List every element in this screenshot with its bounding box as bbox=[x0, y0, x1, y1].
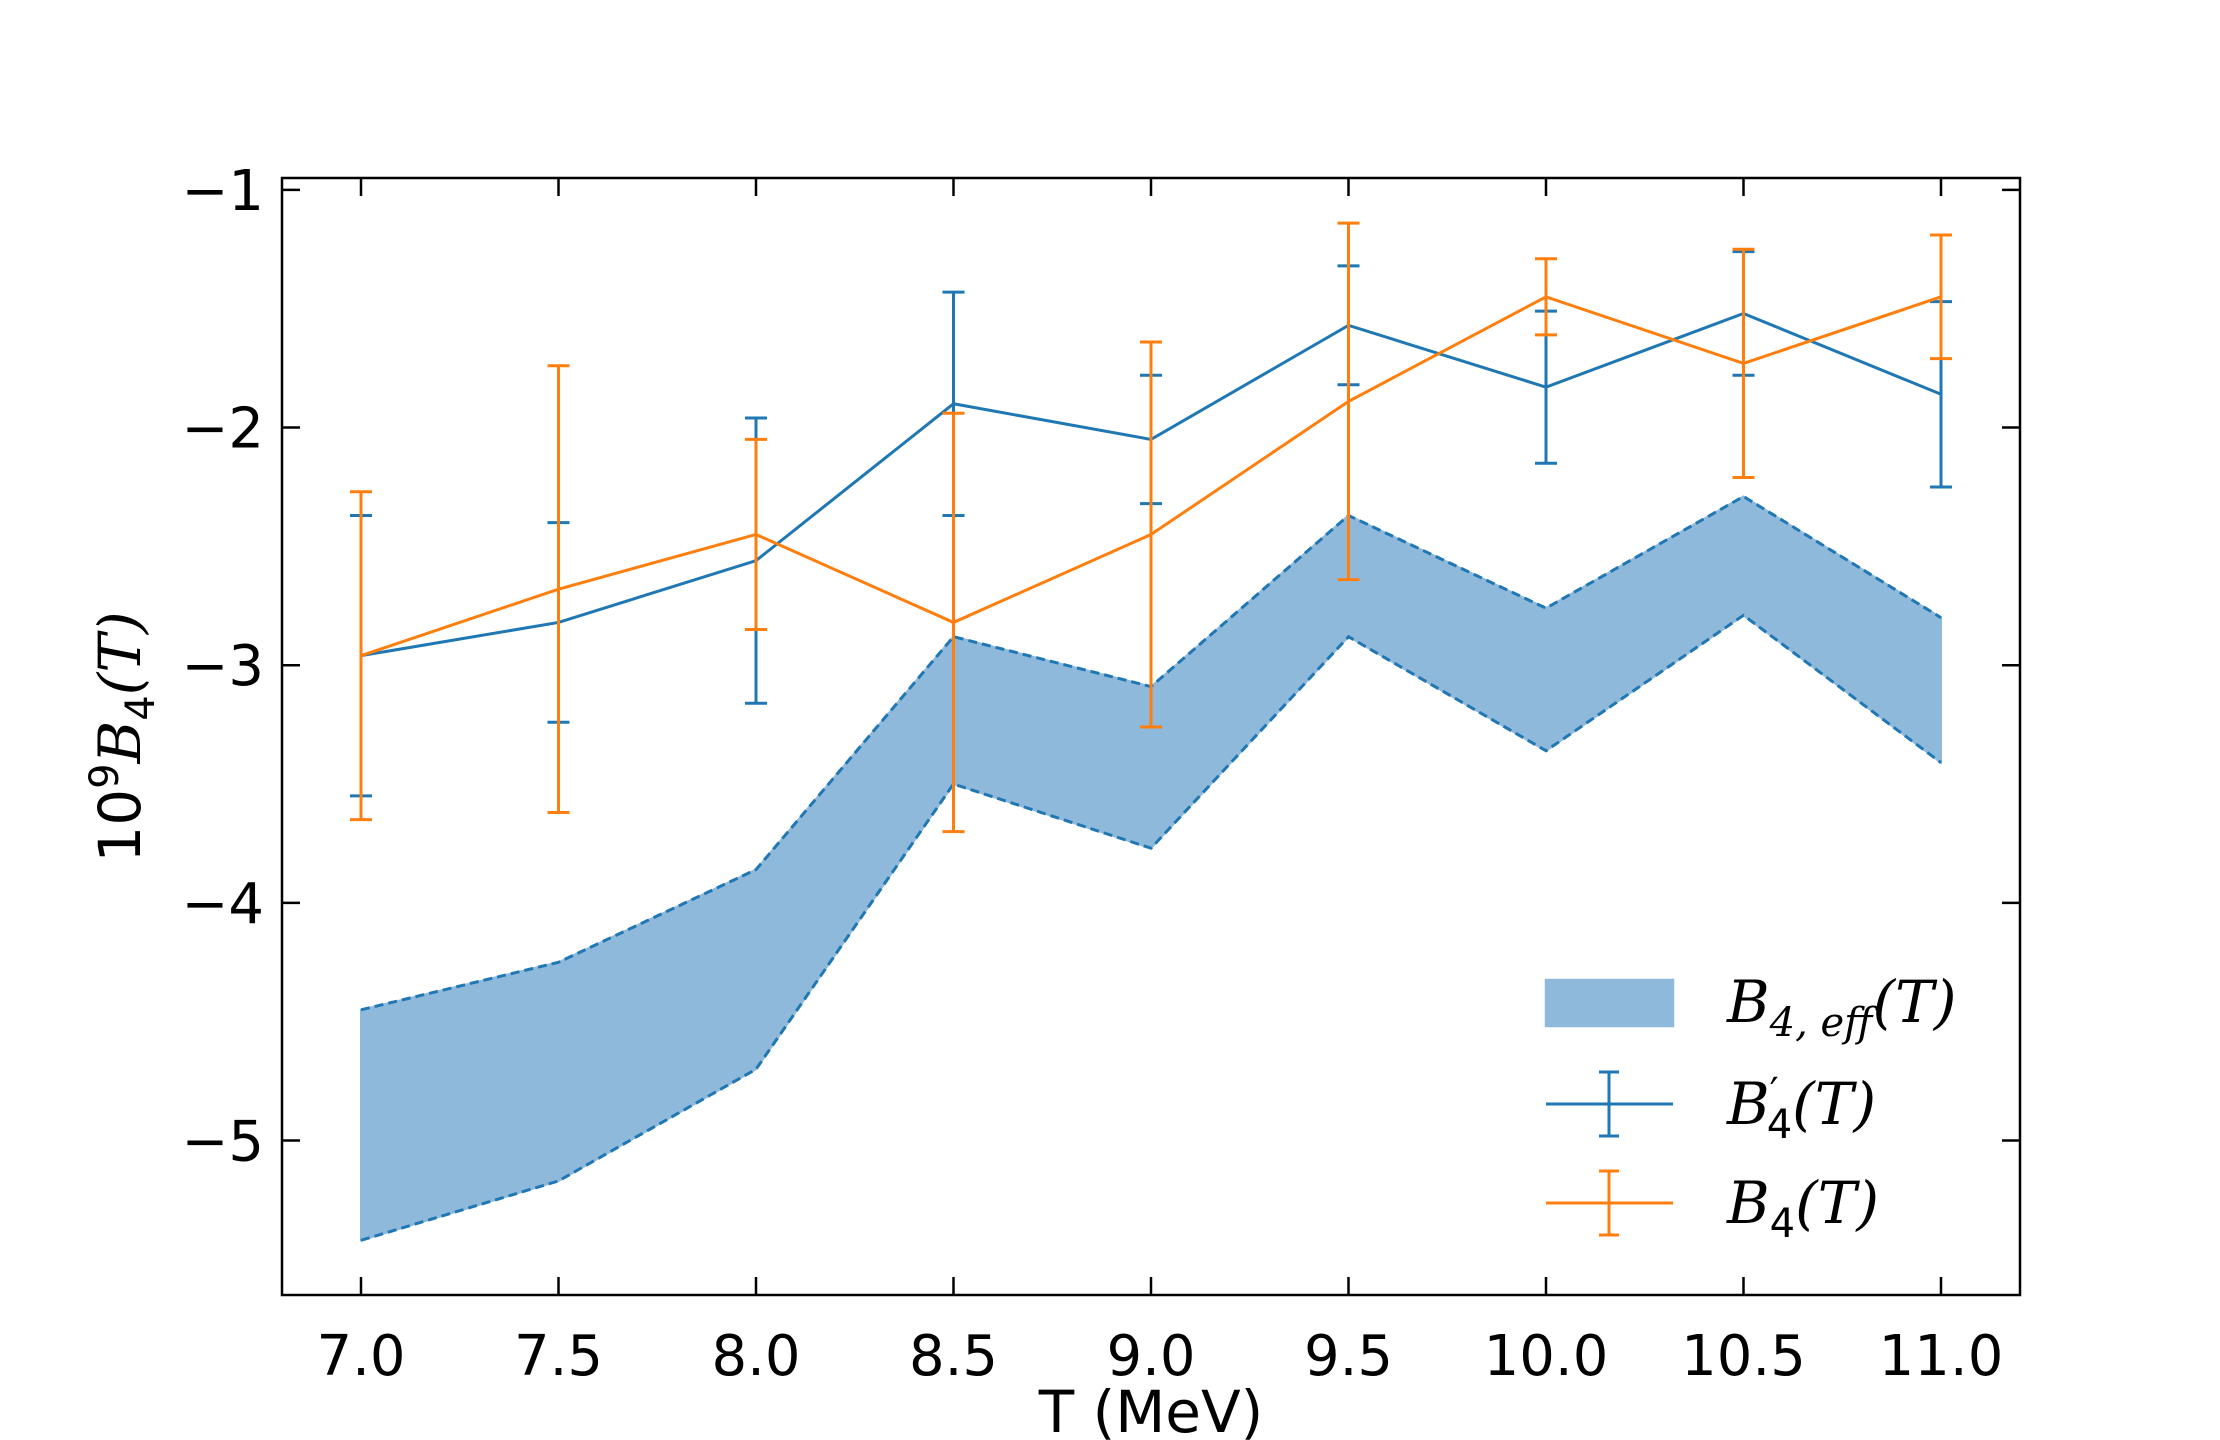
y-tick-label: −3 bbox=[181, 634, 264, 699]
y-tick-label: −5 bbox=[181, 1110, 264, 1175]
x-tick-label: 9.5 bbox=[1304, 1324, 1393, 1389]
x-tick-label: 10.5 bbox=[1681, 1324, 1806, 1389]
series-b4 bbox=[350, 221, 1952, 834]
x-tick-label: 10.0 bbox=[1484, 1324, 1609, 1389]
y-axis-label-symbol: B bbox=[86, 721, 154, 765]
x-tick-label: 7.5 bbox=[514, 1324, 603, 1389]
legend-band-subscript: 4, eff bbox=[1769, 1000, 1880, 1046]
legend-marker-blue bbox=[1546, 1070, 1673, 1138]
legend-label-orange: B4(T) bbox=[1726, 1169, 1879, 1247]
legend-label-band: B4, eff(T) bbox=[1726, 968, 1956, 1046]
legend: B4, eff(T) B′ 4(T) B4(T) bbox=[1544, 968, 1956, 1247]
legend-blue-arg: (T) bbox=[1792, 1070, 1876, 1138]
y-axis-label: 109B4(T) bbox=[82, 611, 164, 862]
y-axis-label-exponent: 9 bbox=[82, 763, 128, 788]
legend-band-arg: (T) bbox=[1873, 968, 1957, 1036]
x-tick-label: 8.5 bbox=[909, 1324, 998, 1389]
legend-orange-subscript: 4 bbox=[1770, 1201, 1795, 1247]
y-tick-label: −4 bbox=[181, 872, 264, 937]
plot-frame bbox=[280, 176, 2022, 1297]
tick-layer: 7.0 7.5 8.0 8.5 9.0 9.5 10.0 10.5 11.0 −1 −2 −3 −4 −5 bbox=[181, 159, 2020, 1389]
legend-blue-subscript: 4 bbox=[1767, 1102, 1792, 1148]
x-tick-label: 9.0 bbox=[1106, 1324, 1195, 1389]
legend-orange-symbol: B bbox=[1726, 1169, 1770, 1237]
x-tick-label: 11.0 bbox=[1879, 1324, 2004, 1389]
y-axis-label-subscript: 4 bbox=[118, 695, 164, 720]
x-tick-label: 8.0 bbox=[711, 1324, 800, 1389]
series-line bbox=[360, 295, 1942, 658]
legend-orange-arg: (T) bbox=[1795, 1169, 1879, 1237]
legend-swatch-band bbox=[1544, 978, 1675, 1028]
legend-label-blue: B′ 4(T) bbox=[1726, 1070, 1876, 1148]
x-axis-label: T (MeV) bbox=[1038, 1378, 1264, 1440]
y-axis-label-arg: (T) bbox=[86, 611, 154, 695]
legend-blue-symbol: B bbox=[1726, 1070, 1770, 1138]
x-tick-label: 7.0 bbox=[316, 1324, 405, 1389]
legend-blue-prime: ′ bbox=[1770, 1070, 1779, 1116]
series-layer bbox=[350, 221, 1952, 834]
y-tick-label: −2 bbox=[181, 397, 264, 462]
legend-band-symbol: B bbox=[1726, 968, 1770, 1036]
y-axis-label-prefix: 10 bbox=[86, 789, 154, 863]
y-tick-label: −1 bbox=[181, 159, 264, 224]
legend-marker-orange bbox=[1546, 1169, 1673, 1237]
band-lower-edge bbox=[360, 613, 1942, 1242]
